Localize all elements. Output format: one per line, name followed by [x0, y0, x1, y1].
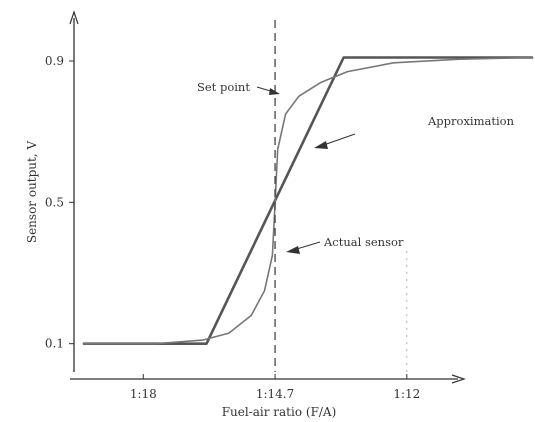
y-axis-arrow [69, 10, 79, 25]
axis-ticks: 1:18 1:14.7 1:12 0.1 0.5 0.9 [45, 54, 420, 401]
annotation-approximation-arrowhead [314, 141, 328, 149]
annotation-actual-sensor: Actual sensor [323, 235, 404, 249]
annotation-set-point: Set point [197, 80, 250, 94]
y-tick-label: 0.9 [45, 54, 64, 68]
y-tick-label: 0.1 [45, 337, 64, 351]
approximation-line [82, 56, 534, 345]
x-axis-label: Fuel-air ratio (F/A) [222, 405, 337, 419]
y-axis-label: Sensor output, V [25, 141, 39, 244]
y-tick-label: 0.5 [45, 195, 64, 209]
annotation-approximation: Approximation [427, 114, 515, 128]
x-tick-label: 1:12 [393, 387, 420, 401]
actual-sensor-curve [83, 56, 533, 345]
annotation-set-point-arrowhead [269, 88, 280, 95]
x-tick-label: 1:14.7 [256, 387, 294, 401]
annotation-actual-sensor-arrowhead [286, 246, 300, 254]
x-axis-arrow [451, 374, 466, 384]
series-layer [82, 56, 534, 345]
x-tick-label: 1:18 [130, 387, 157, 401]
